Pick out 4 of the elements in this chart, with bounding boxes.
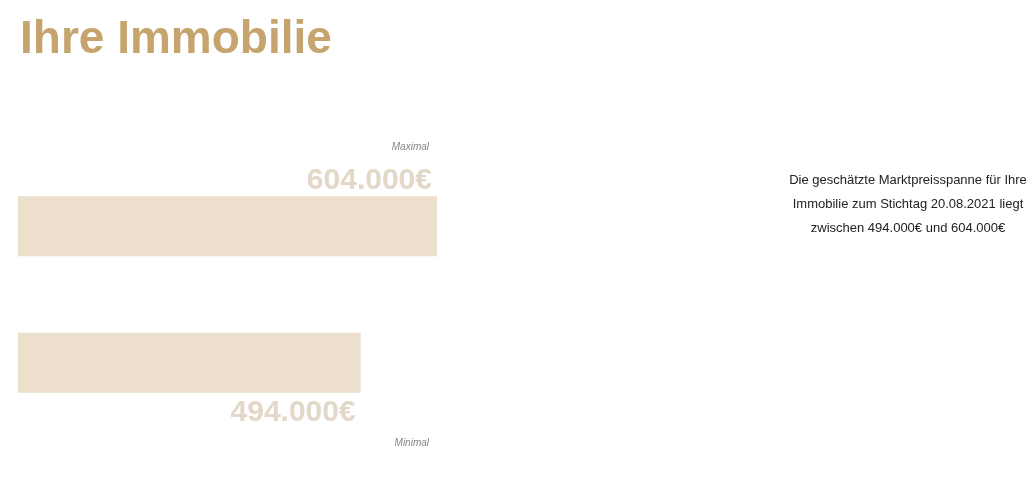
text: Die geschätzte Marktpreisspanne für Ihre Immobilie zum Stichtag 20.08.2021 liegt zwischen 494.000€ und 604.000€ — [788, 171, 1028, 237]
chart-title: Ihre Immobilie — [20, 10, 332, 64]
y-tick-label: Minimal — [394, 437, 430, 449]
y-tick-label: Maximal — [391, 140, 430, 152]
